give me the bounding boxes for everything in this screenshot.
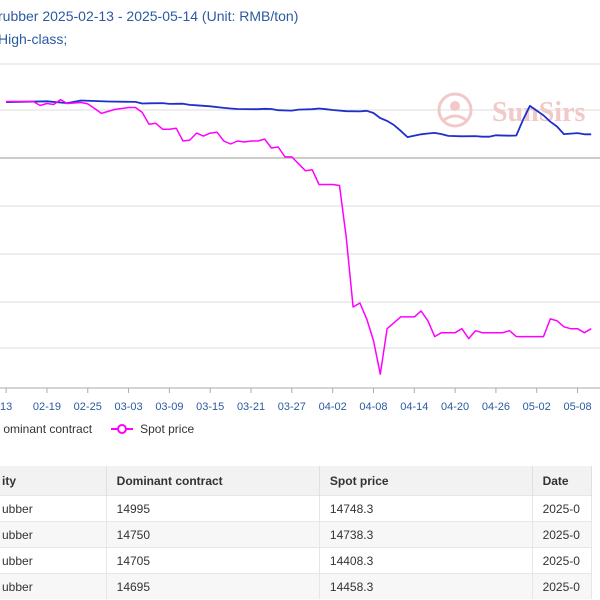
series-line-spot-price bbox=[6, 98, 592, 375]
sunsirs-watermark: SunSirs bbox=[437, 92, 585, 128]
x-tick-label: 03-15 bbox=[196, 401, 224, 413]
series-line-dominant-contract bbox=[6, 99, 592, 138]
cell-spot: 14738.3 bbox=[319, 521, 533, 548]
x-tick-label: 03-03 bbox=[115, 401, 143, 413]
chart-title: rubber 2025-02-13 - 2025-05-14 (Unit: RM… bbox=[0, 8, 299, 24]
cell-date: 2025-0 bbox=[532, 547, 593, 574]
legend-spot-marker-icon bbox=[110, 423, 133, 434]
x-tick-label: 05-08 bbox=[563, 401, 591, 413]
x-tick-label: 04-26 bbox=[482, 401, 510, 413]
table-row: ubber 14705 14408.3 2025-0 bbox=[0, 547, 593, 574]
header-date: Date bbox=[532, 466, 593, 496]
legend-spot-label[interactable]: Spot price bbox=[140, 421, 195, 436]
table-row: ubber 14995 14748.3 2025-0 bbox=[0, 495, 593, 522]
legend-dominant-label[interactable]: ominant contract bbox=[3, 421, 93, 436]
table-row: ubber 14695 14458.3 2025-0 bbox=[0, 573, 593, 599]
x-tick-label: 04-20 bbox=[441, 401, 469, 413]
cell-spot: 14748.3 bbox=[319, 495, 533, 522]
header-commodity: ity bbox=[0, 466, 107, 496]
header-spot-price: Spot price bbox=[319, 466, 533, 496]
cell-dominant: 14995 bbox=[106, 495, 320, 522]
cell-date: 2025-0 bbox=[532, 573, 593, 599]
x-tick-label: 03-27 bbox=[278, 401, 306, 413]
x-tick-label: 04-02 bbox=[319, 401, 347, 413]
x-tick-label: 03-21 bbox=[237, 401, 265, 413]
x-tick-label: 04-14 bbox=[400, 401, 428, 413]
x-tick-label: 03-09 bbox=[155, 401, 183, 413]
cell-dominant: 14695 bbox=[106, 573, 320, 599]
x-tick-label: 02-25 bbox=[74, 401, 102, 413]
cell-commodity: ubber bbox=[0, 573, 107, 599]
price-table: ity Dominant contract Spot price Date ub… bbox=[0, 466, 593, 599]
series-layer bbox=[6, 98, 592, 375]
cell-commodity: ubber bbox=[0, 495, 107, 522]
cell-commodity: ubber bbox=[0, 547, 107, 574]
table-header-row: ity Dominant contract Spot price Date bbox=[0, 466, 593, 496]
header-dominant-contract: Dominant contract bbox=[106, 466, 320, 496]
x-tick-label: 13 bbox=[0, 401, 12, 413]
cell-dominant: 14705 bbox=[106, 547, 320, 574]
chart-header: rubber 2025-02-13 - 2025-05-14 (Unit: RM… bbox=[0, 0, 600, 60]
cell-spot: 14408.3 bbox=[319, 547, 533, 574]
cell-commodity: ubber bbox=[0, 521, 107, 548]
cell-spot: 14458.3 bbox=[319, 573, 533, 599]
chart-legend: ominant contract Spot price bbox=[0, 421, 194, 439]
table-row: ubber 14750 14738.3 2025-0 bbox=[0, 521, 593, 548]
cell-date: 2025-0 bbox=[532, 521, 593, 548]
x-tick-label: 02-19 bbox=[33, 401, 61, 413]
chart-subtitle: High-class; bbox=[0, 31, 68, 47]
line-chart: SunSirs 13 02-19 02-25 03-03 03-09 03-15 03-21… bbox=[0, 63, 600, 413]
x-axis-ticks: 13 02-19 02-25 03-03 03-09 03-15 03-21 03-27 04-… bbox=[0, 388, 592, 413]
cell-dominant: 14750 bbox=[106, 521, 320, 548]
watermark-logo-icon bbox=[437, 92, 473, 128]
x-tick-label: 04-08 bbox=[359, 401, 387, 413]
x-tick-label: 05-02 bbox=[523, 401, 551, 413]
chart-grid bbox=[0, 63, 600, 389]
cell-date: 2025-0 bbox=[532, 495, 593, 522]
